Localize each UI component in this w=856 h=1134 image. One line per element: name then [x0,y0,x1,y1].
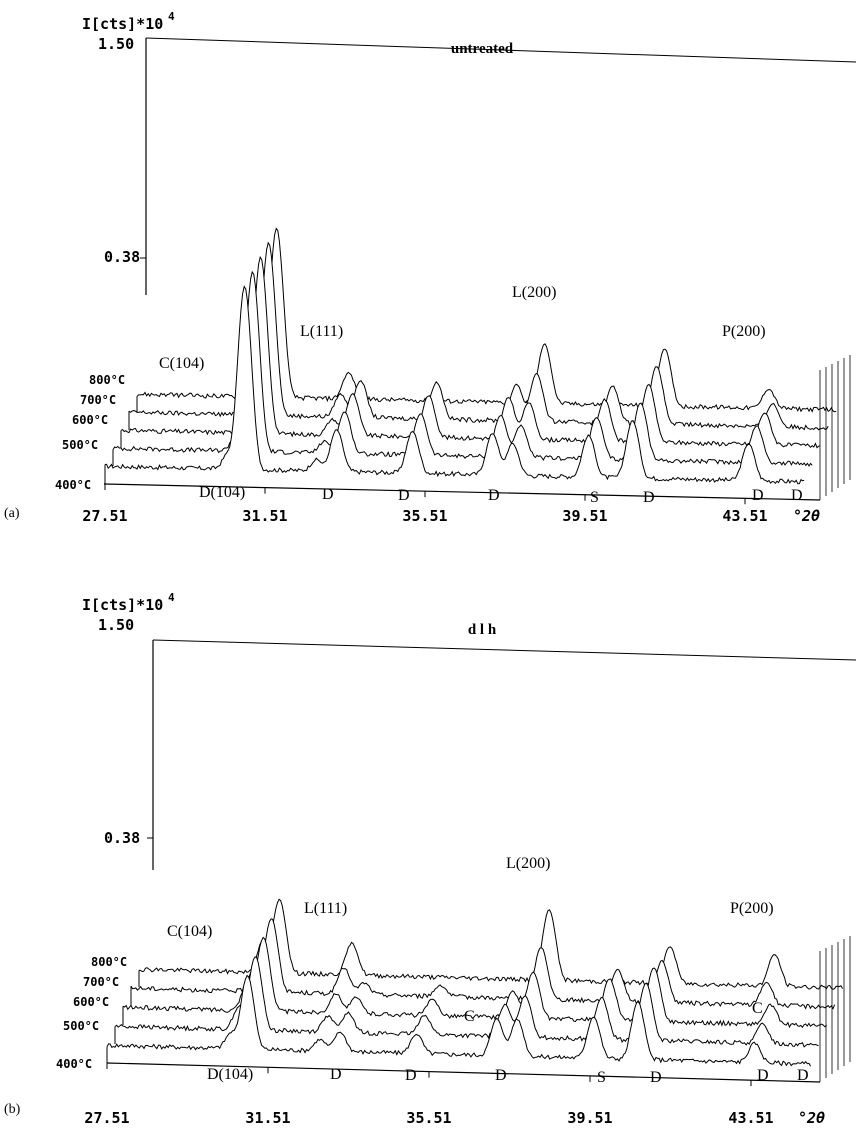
peak-label: D [330,1066,342,1083]
temp-label: 400°C [55,478,91,492]
x-tick-label: 31.51 [242,507,287,525]
peak-label: D [488,487,500,504]
top-frame-line [152,639,856,661]
top-frame-line [145,37,856,63]
y-axis-exponent: 4 [168,10,175,23]
x-tick-label: 43.51 [728,1109,773,1127]
trace-600c [122,936,827,1029]
trace-fill [121,257,821,466]
peak-label: S [597,1069,606,1086]
peak-label: D [650,1069,662,1086]
temperature-labels: 800°C 700°C 600°C 500°C 400°C [55,373,125,492]
x-tick-label: 27.51 [82,507,127,525]
peak-label: L(111) [300,323,343,340]
y-tick-label-max: 1.50 [98,35,134,53]
panel-label: (b) [4,1102,21,1117]
temp-label: 800°C [89,373,125,387]
x-unit-label: °2θ [793,507,820,525]
panel-a: I[cts]*10 4 1.50 0.38 untreated 27.51 31… [4,10,856,525]
peak-annotations: C(104) L(111) L(200) P(200) D(104) D D D… [159,284,803,506]
temperature-labels: 800°C 700°C 600°C 500°C 400°C [56,955,127,1071]
temp-label: 800°C [91,955,127,969]
trace-400c [106,974,812,1067]
peak-label: D(104) [207,1066,253,1083]
peak-annotations: C(104) L(111) L(200) P(200) C C D(104) D… [167,855,809,1086]
peak-label: C [752,1000,763,1017]
peak-label: L(111) [304,900,347,917]
trace-500c [112,270,813,467]
peak-label: D(104) [199,484,245,501]
y-axis-label: I[cts]*10 [82,596,163,614]
peak-label: C(104) [167,923,212,940]
temp-label: 700°C [80,393,116,407]
x-tick-label: 27.51 [84,1109,129,1127]
peak-label: L(200) [512,284,556,301]
peak-label: D [495,1067,507,1084]
trace-fill [113,272,813,484]
peak-label: D [643,489,655,506]
peak-label: D [398,487,410,504]
traces-b [106,898,851,1084]
temp-label: 700°C [83,975,119,989]
temp-label: 500°C [62,438,98,452]
chart-title: d l h [468,622,497,638]
temp-label: 400°C [56,1057,92,1071]
peak-label: D [752,487,764,504]
trace-fill [107,975,811,1084]
peak-label: C(104) [159,355,204,372]
y-axis-label: I[cts]*10 [82,15,163,33]
y-tick-label-mid: 0.38 [104,248,140,266]
peak-label: L(200) [506,855,550,872]
x-tick-labels: 27.51 31.51 35.51 39.51 43.51 °2θ [84,1109,825,1127]
x-tick-label: 35.51 [402,507,447,525]
x-tick-labels: 27.51 31.51 35.51 39.51 43.51 °2θ [82,507,820,525]
x-tick-label: 35.51 [406,1109,451,1127]
trace-500c [114,956,819,1048]
traces-a [104,227,851,502]
y-axis-title: I[cts]*10 4 [82,10,175,33]
x-axis-line [103,483,821,501]
x-ticks-b [106,1063,752,1087]
x-tick-label: 39.51 [567,1109,612,1127]
temp-label: 600°C [72,413,108,427]
peak-label: D [757,1067,769,1084]
x-axis-line [106,1062,821,1083]
x-tick-label: 31.51 [245,1109,290,1127]
peak-label: C [464,1008,475,1025]
y-tick-label-mid: 0.38 [104,829,140,847]
x-tick-label: 39.51 [562,507,607,525]
peak-label: P(200) [730,900,774,917]
peak-label: D [405,1067,417,1084]
peak-label: D [322,486,334,503]
x-tick-label: 43.51 [722,507,767,525]
peak-label: D [791,487,803,504]
y-tick-label-max: 1.50 [98,616,134,634]
peak-label: P(200) [722,323,766,340]
y-axis-exponent: 4 [168,591,175,604]
y-axis-title: I[cts]*10 4 [82,591,175,614]
peak-label: D [797,1067,809,1084]
temp-label: 600°C [73,995,109,1009]
temp-label: 500°C [63,1019,99,1033]
x-ticks-a [104,484,746,505]
trace-fill [105,286,805,502]
panel-label: (a) [4,506,20,521]
trace-400c [105,285,805,485]
x-unit-label: °2θ [798,1109,825,1127]
peak-label: S [590,489,599,506]
panel-b: I[cts]*10 4 1.50 0.38 d l h 27.51 31.51 … [4,591,856,1127]
